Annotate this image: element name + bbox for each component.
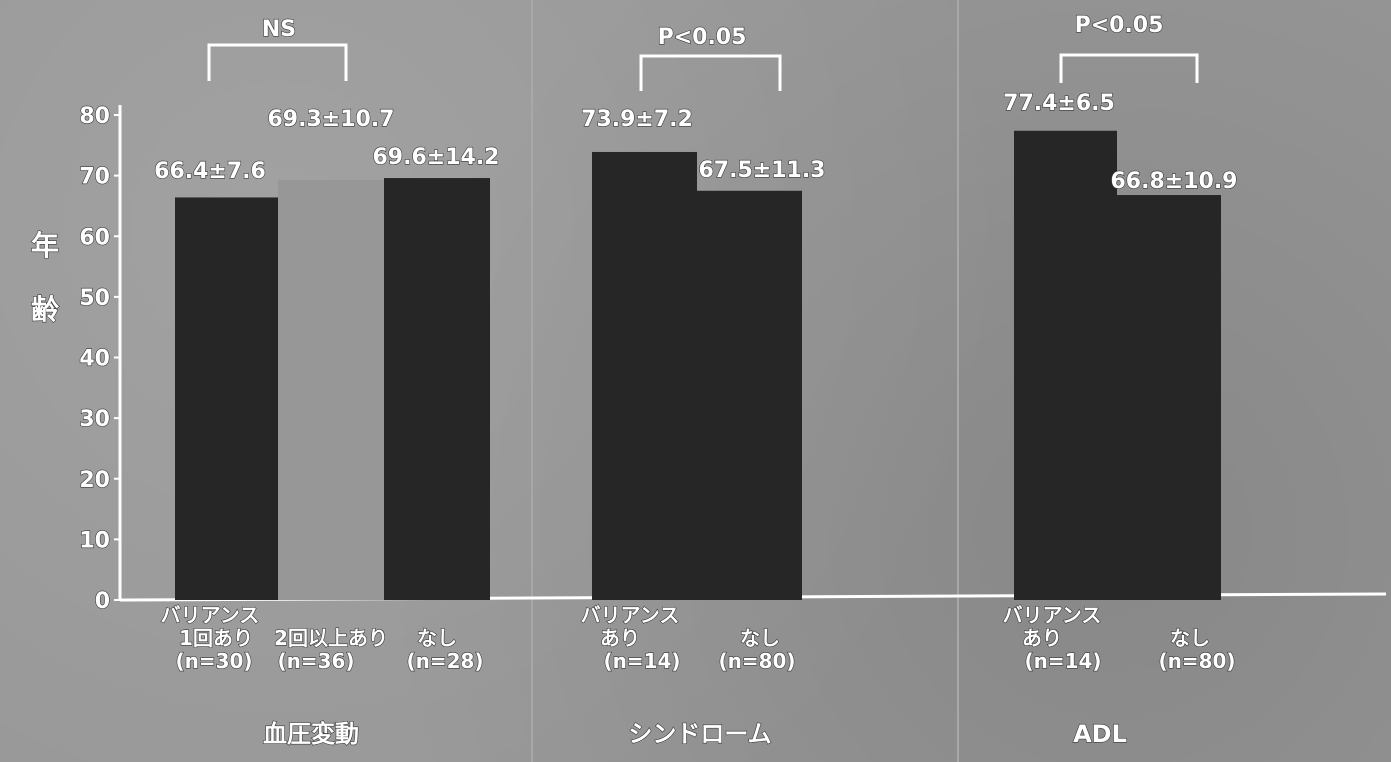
bar <box>278 179 384 600</box>
y-tick-label: 40 <box>79 347 110 372</box>
y-tick-label: 10 <box>79 528 110 553</box>
y-tick-label: 80 <box>79 104 110 129</box>
data-label: 73.9±7.2 <box>581 107 693 132</box>
significance-label: P<0.05 <box>1075 13 1164 38</box>
bar <box>1014 130 1117 600</box>
y-axis-label: 齢 <box>31 293 59 326</box>
data-label: 67.5±11.3 <box>699 158 826 183</box>
significance-label: NS <box>262 17 296 42</box>
category-label: バリアンス <box>161 603 260 627</box>
group-label: シンドローム <box>628 720 771 748</box>
y-tick-label: 60 <box>79 225 110 250</box>
y-tick-label: 0 <box>95 589 110 614</box>
y-tick-label: 50 <box>79 286 110 311</box>
category-label: なし <box>1170 626 1210 650</box>
category-label: あり <box>1022 626 1062 650</box>
data-label: 66.4±7.6 <box>154 159 266 184</box>
group-label: ADL <box>1073 720 1127 748</box>
category-label: (n=36) <box>277 649 354 673</box>
category-label: なし <box>740 626 780 650</box>
significance-bracket <box>207 43 348 81</box>
category-label: バリアンス <box>1003 603 1102 627</box>
category-label: なし <box>417 626 457 650</box>
category-label: (n=80) <box>1158 649 1235 673</box>
data-label: 69.6±14.2 <box>373 145 500 170</box>
category-label: 1回あり <box>179 626 253 650</box>
data-label: 69.3±10.7 <box>268 107 395 132</box>
data-label: 77.4±6.5 <box>1003 91 1115 116</box>
y-tick-label: 30 <box>79 407 110 432</box>
category-label: あり <box>600 626 640 650</box>
category-label: (n=80) <box>718 649 795 673</box>
y-tick-label: 70 <box>79 165 110 190</box>
bar <box>384 178 490 601</box>
category-label: (n=30) <box>175 649 252 673</box>
category-label: (n=14) <box>603 649 680 673</box>
significance-bracket <box>1059 53 1199 83</box>
bar <box>1117 195 1221 600</box>
y-tick-label: 20 <box>79 468 110 493</box>
significance-label: P<0.05 <box>658 25 747 50</box>
group-label: 血圧変動 <box>263 720 359 748</box>
category-label: バリアンス <box>581 603 680 627</box>
category-label: (n=28) <box>406 649 483 673</box>
y-axis-label: 年 <box>31 229 59 262</box>
significance-bracket <box>639 54 782 91</box>
bar <box>697 190 802 600</box>
bar <box>592 151 697 600</box>
category-label: 2回以上あり <box>274 626 388 650</box>
category-label: (n=14) <box>1024 649 1101 673</box>
data-label: 66.8±10.9 <box>1111 169 1238 194</box>
bar <box>175 197 278 600</box>
